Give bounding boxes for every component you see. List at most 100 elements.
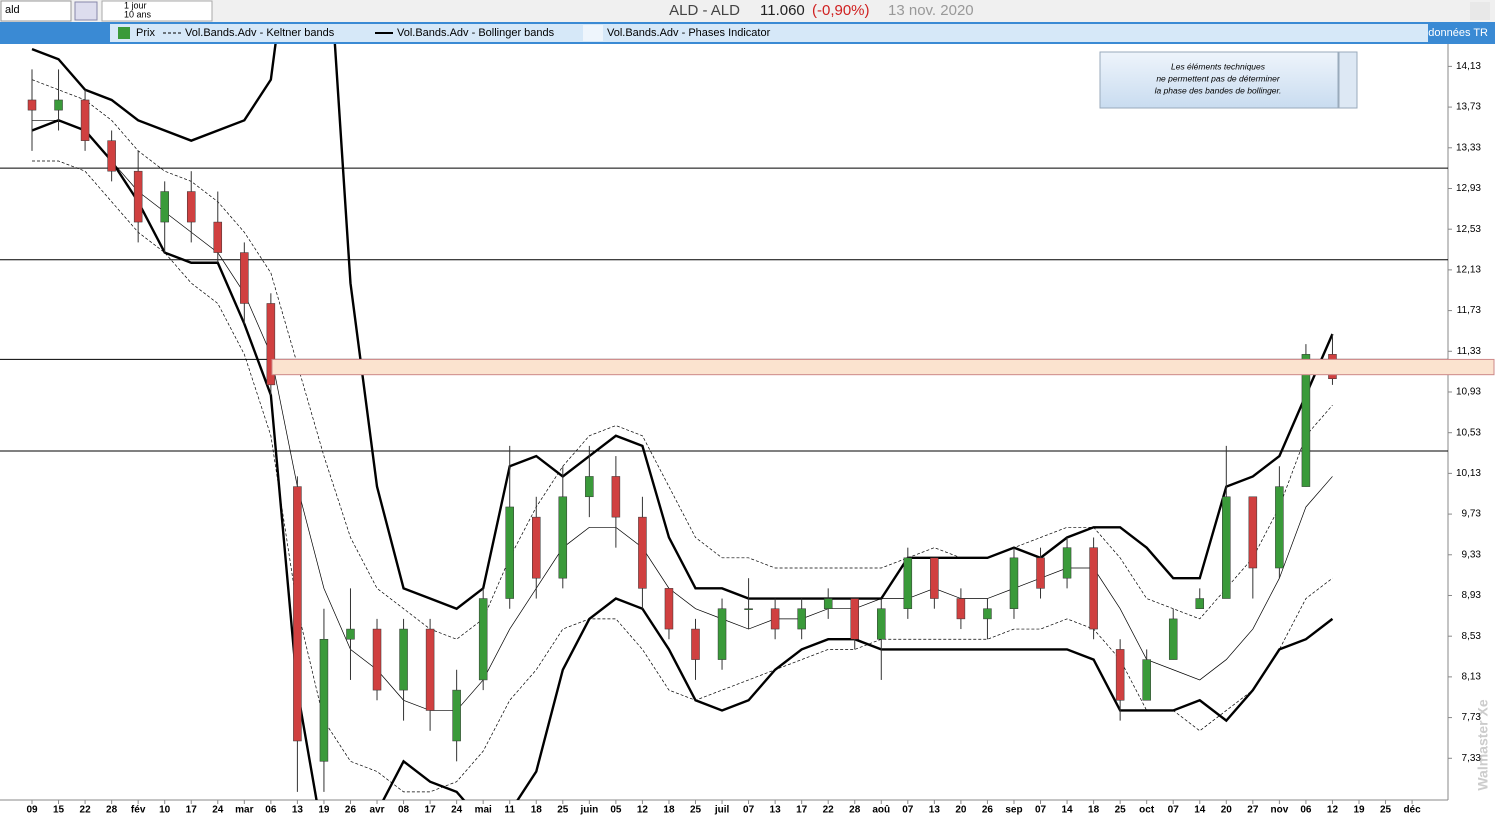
y-tick-label: 8,93: [1462, 590, 1482, 601]
candle-body: [505, 506, 514, 599]
price: 11.060: [760, 2, 805, 19]
x-tick-label: déc: [1403, 805, 1421, 816]
y-tick-label: 10,93: [1456, 387, 1481, 398]
book-icon[interactable]: [74, 1, 98, 21]
x-tick-label: 11: [504, 805, 515, 816]
x-tick-label: 07: [743, 805, 755, 816]
x-tick-label: mai: [475, 805, 492, 816]
candle-body: [1089, 547, 1098, 630]
y-tick-label: 7,33: [1462, 753, 1482, 764]
candle-body: [319, 638, 329, 762]
x-tick-label: 15: [53, 805, 65, 816]
x-tick-label: 28: [849, 805, 861, 816]
candle-body: [452, 689, 461, 742]
date: 13 nov. 2020: [888, 2, 974, 19]
legend-label: Vol.Bands.Adv - Bollinger bands: [397, 27, 555, 39]
x-tick-label: 25: [557, 805, 569, 816]
candle-body: [585, 476, 594, 498]
x-tick-label: 27: [1247, 805, 1259, 816]
legend-label: Vol.Bands.Adv - Phases Indicator: [607, 27, 771, 39]
x-tick-label: nov: [1270, 805, 1288, 816]
y-tick-label: 11,73: [1457, 305, 1482, 316]
x-tick-label: 13: [929, 805, 941, 816]
candle-body: [611, 476, 621, 518]
y-tick-label: 13,73: [1456, 102, 1481, 113]
candle-body: [956, 598, 966, 620]
candle-body: [425, 628, 435, 711]
x-tick-label: 19: [318, 805, 330, 816]
candle-body: [346, 628, 355, 640]
candle-body: [983, 608, 992, 620]
x-tick-label: 09: [26, 805, 38, 816]
x-tick-label: 14: [1194, 805, 1206, 816]
y-tick-label: 10,13: [1456, 468, 1481, 479]
candle-body: [1222, 496, 1231, 599]
watermark: Walmaster Xe: [1475, 699, 1491, 791]
candle-body: [823, 598, 833, 609]
period-select[interactable]: [101, 0, 213, 22]
x-tick-label: 10: [159, 805, 171, 816]
candle-body: [1248, 496, 1258, 569]
y-tick-label: 14,13: [1456, 61, 1481, 72]
candle-body: [399, 628, 408, 691]
x-tick-label: 05: [610, 805, 622, 816]
y-tick-label: 9,33: [1462, 549, 1482, 560]
note-buttons[interactable]: [1338, 51, 1358, 109]
candle-body: [54, 99, 63, 111]
x-tick-label: 13: [770, 805, 782, 816]
candle-body: [532, 516, 541, 579]
candle-body: [1036, 557, 1045, 589]
candle-body: [850, 598, 859, 640]
x-tick-label: 24: [212, 805, 224, 816]
y-tick-label: 11,33: [1457, 346, 1482, 357]
y-tick-label: 7,73: [1462, 712, 1482, 723]
toolbar: [0, 0, 1495, 22]
candle-body: [1168, 618, 1178, 660]
candle-body: [1195, 598, 1205, 609]
period: 1 jour: [124, 0, 147, 10]
x-tick-label: 07: [1035, 805, 1047, 816]
candle-body: [1142, 659, 1151, 701]
note-box: [1099, 51, 1339, 109]
symbol-input[interactable]: [0, 0, 72, 22]
x-tick-label: juil: [714, 805, 730, 816]
y-tick-label: 12,13: [1456, 265, 1481, 276]
x-tick-label: aoû: [872, 805, 890, 816]
candle-body: [240, 252, 249, 304]
candle-body: [266, 303, 276, 386]
y-tick-label: 13,33: [1456, 142, 1481, 153]
candle-body: [1115, 649, 1125, 701]
legend-swatch: [118, 27, 130, 39]
candle-body: [160, 191, 169, 223]
candle-body: [107, 140, 116, 172]
legend-bg: [110, 24, 1428, 42]
x-tick-label: mar: [235, 805, 253, 816]
x-tick-label: 20: [955, 805, 967, 816]
x-tick-label: 17: [425, 805, 437, 816]
x-tick-label: 25: [1380, 805, 1392, 816]
candle-body: [558, 496, 568, 579]
band-line: [31, 44, 1334, 611]
tools-icon[interactable]: [1470, 2, 1490, 20]
band-line: [31, 119, 1334, 800]
x-tick-label: 18: [531, 805, 543, 816]
candle-body: [1301, 354, 1311, 487]
candle-body: [186, 191, 196, 223]
candle-body: [930, 557, 939, 599]
x-tick-label: 22: [823, 805, 835, 816]
x-tick-label: avr: [370, 805, 385, 816]
x-tick-label: 08: [398, 805, 410, 816]
candle-body: [80, 99, 90, 141]
x-tick-label: sep: [1005, 805, 1022, 816]
note-line: ne permettent pas de déterminer: [1156, 73, 1280, 83]
candle-body: [717, 608, 727, 660]
change: (-0,90%): [812, 2, 870, 19]
x-tick-label: 17: [796, 805, 808, 816]
candle-body: [478, 598, 488, 681]
x-tick-label: 19: [1353, 805, 1365, 816]
x-tick-label: 24: [451, 805, 463, 816]
x-tick-label: 07: [1168, 805, 1180, 816]
x-tick-label: 18: [663, 805, 675, 816]
x-tick-label: 25: [1115, 805, 1127, 816]
